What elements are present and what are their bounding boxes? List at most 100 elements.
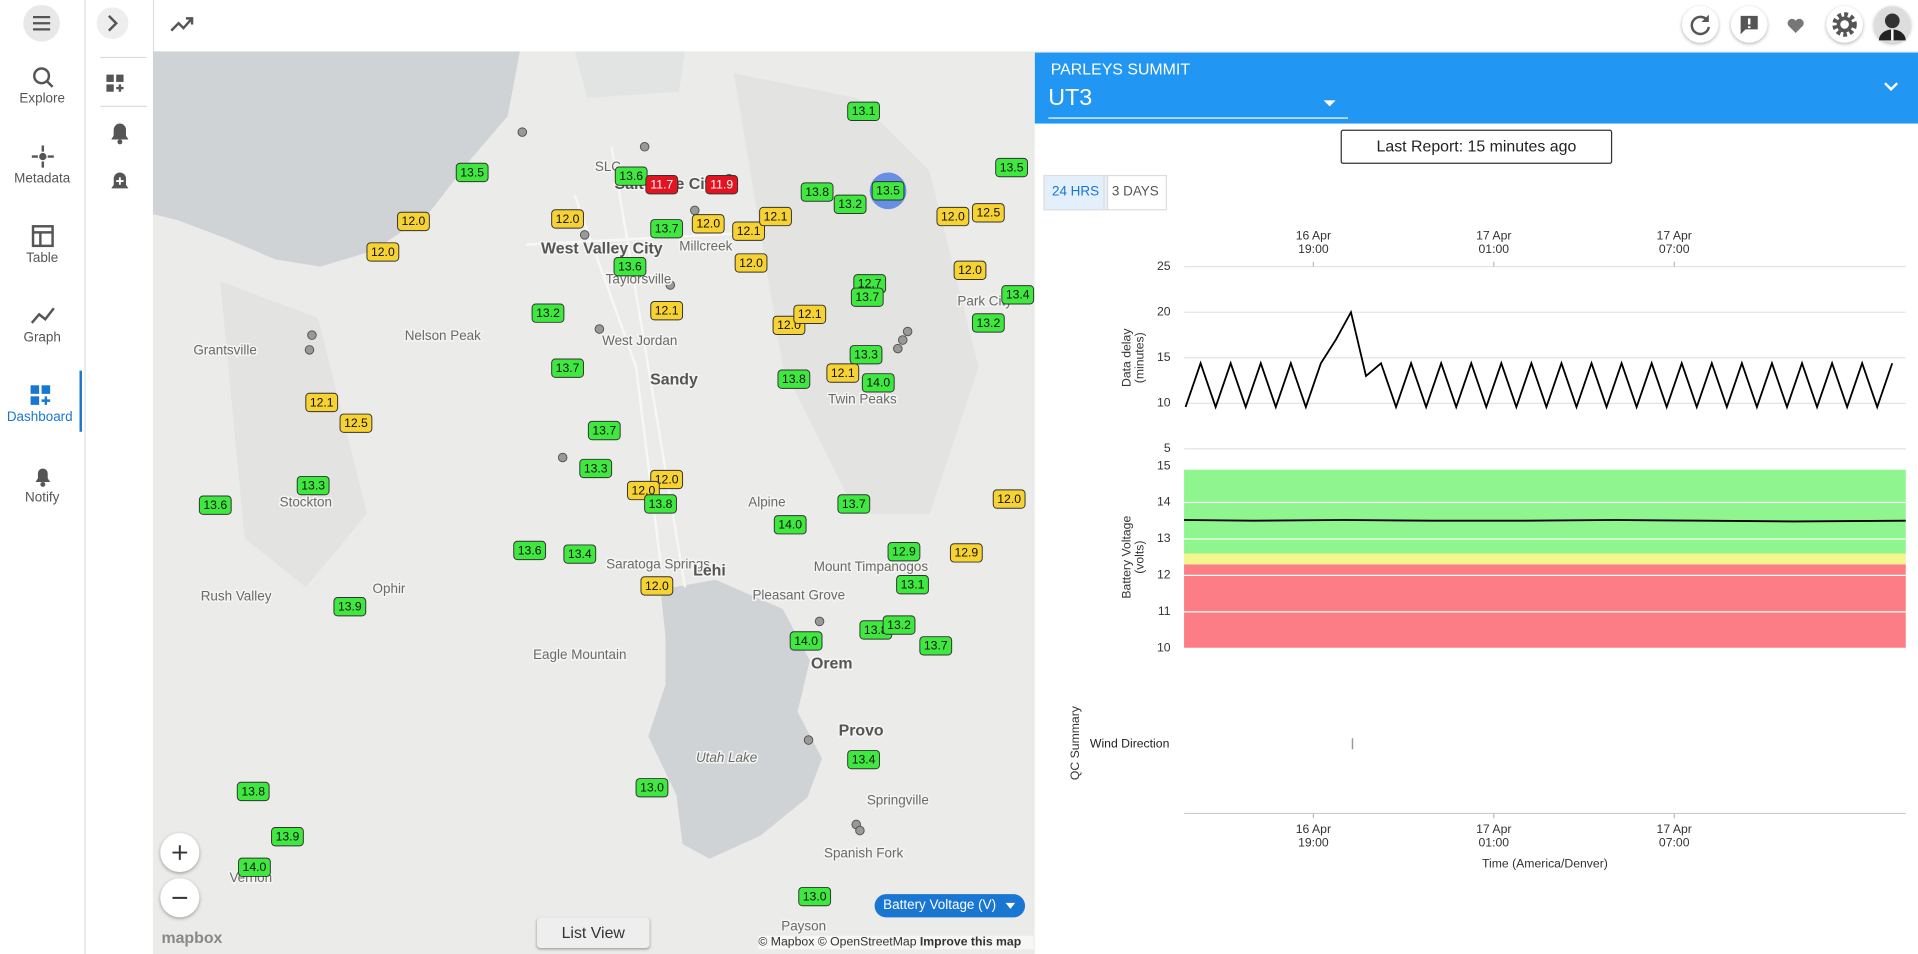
station-marker[interactable]: 12.0 — [936, 206, 970, 227]
y-axis-label: Battery Voltage(volts) — [1119, 516, 1146, 599]
station-marker[interactable]: 13.1 — [896, 575, 929, 595]
zoom-in[interactable] — [160, 833, 200, 873]
station-marker[interactable]: 13.2 — [971, 313, 1005, 333]
zoom-out[interactable] — [160, 878, 200, 918]
nav-label: Dashboard — [6, 409, 73, 425]
station-marker[interactable]: 12.0 — [640, 576, 674, 596]
station-marker[interactable]: 12.0 — [691, 214, 725, 234]
station-marker[interactable]: 13.5 — [995, 157, 1028, 178]
station-marker[interactable]: 12.5 — [339, 413, 373, 433]
nav-graph[interactable]: Graph — [0, 303, 84, 352]
nav-notify[interactable]: Notify — [0, 464, 84, 513]
station-marker[interactable]: 13.0 — [798, 886, 832, 907]
station-marker[interactable]: 12.1 — [305, 392, 339, 413]
station-value: 13.4 — [568, 547, 592, 561]
station-marker[interactable]: 13.4 — [1001, 285, 1035, 305]
range-3d[interactable]: 3 DAYS — [1103, 174, 1168, 211]
station-badge — [896, 575, 929, 595]
station-marker[interactable]: 13.6 — [198, 495, 232, 515]
station-marker[interactable]: 12.1 — [826, 363, 860, 383]
station-value: 12.9 — [954, 546, 978, 560]
feedback-button[interactable] — [1730, 6, 1768, 43]
station-marker[interactable]: 13.6 — [614, 166, 648, 186]
station-marker[interactable]: 13.3 — [849, 345, 883, 365]
attribution-link[interactable]: Improve this map — [919, 935, 1022, 950]
station-marker[interactable]: 13.8 — [777, 369, 811, 389]
station-marker[interactable]: 14.0 — [773, 515, 807, 535]
nav-dashboard[interactable]: Dashboard — [0, 370, 82, 432]
y-tick-label: 12 — [1157, 568, 1171, 582]
station-badge — [847, 101, 880, 121]
station-marker[interactable]: 13.5 — [869, 172, 907, 210]
station-marker[interactable]: 14.0 — [238, 857, 271, 877]
station-badge — [296, 475, 330, 496]
station-marker[interactable]: 12.1 — [759, 206, 792, 227]
station-marker[interactable]: 13.8 — [800, 182, 834, 202]
metric-selector[interactable]: Battery Voltage (V) — [874, 894, 1026, 918]
station-marker[interactable]: 12.5 — [971, 203, 1005, 223]
nav-metadata[interactable]: Metadata — [0, 144, 84, 193]
selector-label: Battery Voltage (V) — [883, 897, 997, 913]
station-marker[interactable]: 12.1 — [650, 301, 684, 321]
station-marker[interactable]: 12.9 — [949, 543, 983, 563]
station-marker[interactable]: 12.0 — [366, 242, 400, 262]
sub-icons-2[interactable] — [108, 119, 132, 192]
station-marker[interactable]: 13.9 — [271, 827, 304, 847]
station-marker[interactable]: 13.3 — [579, 458, 613, 479]
nav-explore[interactable]: Explore — [0, 65, 84, 114]
station-marker[interactable]: 12.0 — [551, 209, 584, 229]
station-select[interactable]: UT3 — [1048, 86, 1348, 119]
collapse-button[interactable] — [1884, 82, 1899, 92]
station-marker[interactable]: 12.9 — [887, 542, 921, 562]
station-marker[interactable]: 13.7 — [850, 287, 884, 307]
station-marker[interactable]: 12.0 — [953, 260, 987, 280]
station-marker[interactable]: 13.7 — [837, 494, 871, 514]
favorite-button[interactable] — [1777, 6, 1815, 43]
map[interactable]: West Valley City MillcreekTaylorsvilleWes… — [152, 51, 1035, 954]
station-badge — [587, 420, 621, 441]
refresh-button[interactable] — [1681, 6, 1719, 43]
station-marker[interactable]: 11.7 — [645, 175, 679, 195]
station-marker[interactable]: 13.8 — [644, 494, 677, 514]
station-value: 12.1 — [831, 366, 855, 380]
menu-button[interactable] — [21, 4, 63, 46]
station-value: 13.3 — [301, 478, 325, 492]
station-marker[interactable]: 13.6 — [513, 540, 547, 561]
station-marker[interactable]: 13.7 — [650, 219, 684, 239]
place-labels: West Valley City MillcreekTaylorsvilleWes… — [192, 158, 1014, 936]
station-marker[interactable]: 11.9 — [705, 175, 739, 195]
trend-icon[interactable] — [170, 13, 194, 33]
last-report: Last Report: 15 minutes ago — [1340, 129, 1613, 164]
settings-button[interactable] — [1826, 6, 1863, 43]
station-marker[interactable]: 13.0 — [635, 778, 669, 798]
station-marker[interactable]: 13.9 — [333, 597, 367, 617]
station-marker[interactable]: 13.1 — [847, 101, 880, 121]
station-marker[interactable]: 13.8 — [236, 781, 270, 802]
station-marker[interactable]: 14.0 — [789, 631, 823, 651]
station-marker[interactable]: 13.7 — [587, 420, 621, 441]
avatar[interactable] — [1873, 6, 1911, 43]
x-tick-label: 17 Apr 01:00 — [1476, 822, 1511, 849]
list-view-button[interactable]: List View — [536, 917, 650, 948]
station-marker[interactable]: 13.2 — [882, 615, 916, 635]
station-marker[interactable]: 13.7 — [919, 636, 953, 656]
station-marker[interactable]: 13.4 — [563, 544, 597, 564]
station-marker[interactable]: 13.2 — [833, 194, 867, 214]
station-marker[interactable]: 13.3 — [296, 475, 330, 496]
nav-table[interactable]: Table — [0, 224, 84, 273]
station-marker[interactable]: 12.0 — [734, 253, 768, 273]
station-marker[interactable]: 13.5 — [455, 162, 489, 183]
station-marker[interactable]: 14.0 — [861, 373, 895, 393]
station-badge — [339, 413, 373, 433]
station-marker[interactable]: 13.7 — [551, 358, 584, 378]
y-axis-label-line: (minutes) — [1133, 332, 1147, 383]
station-marker[interactable]: 12.1 — [732, 221, 765, 241]
station-marker[interactable]: 13.2 — [531, 303, 565, 323]
station-marker[interactable]: 13.6 — [613, 256, 647, 277]
station-marker[interactable]: 12.0 — [397, 211, 430, 232]
range-24h[interactable]: 24 HRS — [1043, 174, 1108, 211]
station-marker[interactable]: 13.4 — [847, 749, 880, 770]
station-marker[interactable]: 12.0 — [992, 489, 1026, 509]
station-marker[interactable]: 12.1 — [793, 304, 827, 325]
